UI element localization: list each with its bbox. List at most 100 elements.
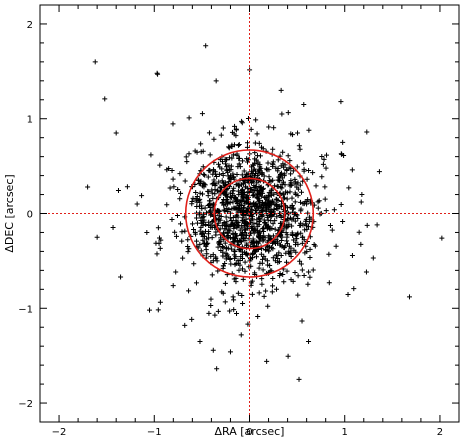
- data-point: [167, 185, 173, 191]
- data-point: [297, 182, 303, 188]
- data-point: [185, 249, 191, 255]
- data-point: [205, 231, 211, 237]
- data-point: [280, 149, 286, 155]
- data-point: [291, 247, 297, 253]
- data-point: [284, 166, 290, 172]
- data-point: [233, 133, 239, 139]
- data-point: [240, 158, 246, 164]
- data-point: [228, 173, 234, 179]
- data-point: [290, 168, 296, 174]
- data-point: [359, 192, 365, 198]
- data-point: [323, 208, 329, 214]
- data-point: [226, 163, 232, 169]
- y-tick-label: −1: [18, 304, 33, 315]
- data-point: [237, 164, 243, 170]
- data-point: [243, 184, 249, 190]
- data-point: [351, 286, 357, 292]
- data-point: [230, 188, 236, 194]
- data-point: [327, 222, 333, 228]
- data-point: [177, 171, 183, 177]
- data-point: [231, 222, 237, 228]
- data-point: [110, 225, 116, 231]
- data-point: [376, 169, 382, 175]
- data-point: [280, 272, 286, 278]
- data-point: [281, 195, 287, 201]
- data-point: [148, 152, 154, 158]
- data-point: [118, 274, 124, 280]
- data-point: [201, 240, 207, 246]
- data-point: [235, 183, 241, 189]
- data-point: [209, 235, 215, 241]
- data-point: [272, 226, 278, 232]
- data-point: [191, 226, 197, 232]
- data-point: [277, 172, 283, 178]
- data-point: [242, 237, 248, 243]
- data-point: [274, 214, 280, 220]
- data-point: [179, 229, 185, 235]
- data-point: [251, 203, 257, 209]
- data-point: [213, 254, 219, 260]
- data-point: [241, 195, 247, 201]
- data-point: [273, 253, 279, 259]
- data-point: [197, 241, 203, 247]
- data-point: [254, 239, 260, 245]
- data-point: [237, 238, 243, 244]
- data-point: [289, 230, 295, 236]
- data-point: [276, 174, 282, 180]
- plot-area: [40, 5, 459, 422]
- data-point: [235, 223, 241, 229]
- data-point: [153, 240, 159, 246]
- data-point: [208, 302, 214, 308]
- data-point: [252, 184, 258, 190]
- data-point: [239, 249, 245, 255]
- data-point: [273, 286, 279, 292]
- data-point: [202, 233, 208, 239]
- data-point: [241, 220, 247, 226]
- data-point: [242, 259, 248, 265]
- data-point: [270, 275, 276, 281]
- data-point: [225, 234, 231, 240]
- data-point: [154, 70, 160, 76]
- data-point: [249, 252, 255, 258]
- data-point: [260, 185, 266, 191]
- data-point: [239, 266, 245, 272]
- data-point: [235, 260, 241, 266]
- data-point: [209, 225, 215, 231]
- data-point: [349, 167, 355, 173]
- data-point: [193, 190, 199, 196]
- data-point: [243, 227, 249, 233]
- data-point: [322, 184, 328, 190]
- data-point: [258, 251, 264, 257]
- data-point: [283, 259, 289, 265]
- data-point: [214, 173, 220, 179]
- data-point: [301, 273, 307, 279]
- data-point: [302, 227, 308, 233]
- data-point: [278, 238, 284, 244]
- data-point: [272, 183, 278, 189]
- data-point: [266, 174, 272, 180]
- data-point: [239, 293, 245, 299]
- data-point: [257, 209, 263, 215]
- data-point: [294, 164, 300, 170]
- data-point: [261, 293, 267, 299]
- data-point: [275, 206, 281, 212]
- data-point: [231, 239, 237, 245]
- data-point: [301, 168, 307, 174]
- data-point: [244, 156, 250, 162]
- data-point: [221, 221, 227, 227]
- data-point: [284, 268, 290, 274]
- data-point: [338, 99, 344, 105]
- x-tick-label: 0: [246, 427, 252, 437]
- data-point: [264, 358, 270, 364]
- data-point: [266, 248, 272, 254]
- data-point: [228, 261, 234, 267]
- data-point: [280, 192, 286, 198]
- data-point: [364, 222, 370, 228]
- data-point: [271, 239, 277, 245]
- data-point: [301, 160, 307, 166]
- data-point: [276, 250, 282, 256]
- data-point: [280, 161, 286, 167]
- data-point: [230, 230, 236, 236]
- data-point: [216, 179, 222, 185]
- data-point: [267, 178, 273, 184]
